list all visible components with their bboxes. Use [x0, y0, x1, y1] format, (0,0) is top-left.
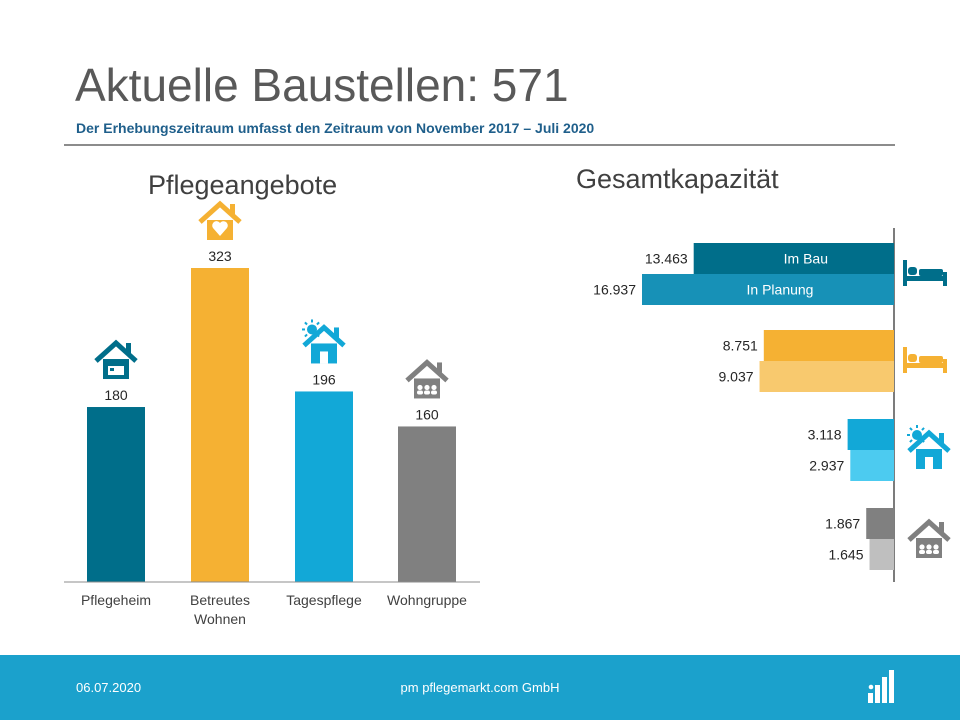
house-bed-icon [94, 339, 138, 380]
hbar-value-label: 1.867 [825, 516, 860, 532]
left-chart-title: Pflegeangebote [148, 170, 338, 200]
hbar-in-planung [642, 274, 894, 305]
hbar-value-label: 2.937 [809, 458, 844, 474]
house-sun-icon [302, 319, 346, 364]
bar-value-label: 196 [312, 371, 336, 387]
footer-company: pm pflegemarkt.com GmbH [400, 680, 560, 695]
hbar-im-bau [763, 330, 894, 361]
hbar-in-planung [759, 361, 894, 392]
hbar-im-bau [693, 243, 894, 274]
category-label: Betreutes [190, 592, 250, 608]
hbar-value-label: 9.037 [718, 369, 753, 385]
category-label: Pflegeheim [81, 592, 151, 608]
hbar-im-bau [866, 508, 894, 539]
category-label: Wohnen [194, 611, 246, 627]
bar-value-label: 323 [208, 248, 232, 264]
hbar-value-label: 3.118 [808, 427, 842, 443]
hbar-value-label: 1.645 [828, 547, 863, 563]
right-chart-title: Gesamtkapazität [576, 164, 779, 194]
hbar-value-label: 16.937 [593, 282, 636, 298]
bed-icon [903, 347, 947, 373]
hbar-in-planung [850, 450, 894, 481]
bar-value-label: 180 [104, 387, 128, 403]
series-label: In Planung [747, 282, 814, 298]
bar-wohngruppe [398, 426, 456, 582]
footer-date: 06.07.2020 [76, 680, 142, 695]
bar-pflegeheim [87, 407, 145, 582]
bar-tagespflege [295, 391, 353, 582]
hbar-value-label: 8.751 [723, 338, 758, 354]
house-heart-icon [198, 200, 242, 240]
bar-logo-icon [868, 670, 894, 703]
hbar-in-planung [869, 539, 894, 570]
header-divider [64, 144, 895, 146]
bar-value-label: 160 [415, 406, 439, 422]
page-subtitle: Der Erhebungszeitraum umfasst den Zeitra… [76, 120, 595, 136]
hbar-im-bau [847, 419, 894, 450]
house-people-icon [405, 359, 449, 399]
house-people-icon [907, 518, 951, 558]
charts-canvas: 180 Pflegeheim 323 Betreutes Wohnen 196 Tagesp… [64, 200, 951, 627]
hbar-value-label: 13.463 [645, 251, 688, 267]
bar-betreutes-wohnen [191, 268, 249, 582]
bed-icon [903, 260, 947, 286]
category-label: Wohngruppe [387, 592, 467, 608]
page-title: Aktuelle Baustellen: 571 [75, 59, 569, 111]
series-label: Im Bau [784, 251, 828, 267]
house-sun-icon [907, 425, 951, 469]
category-label: Tagespflege [286, 592, 362, 608]
footer: 06.07.2020 pm pflegemarkt.com GmbH [0, 655, 960, 720]
